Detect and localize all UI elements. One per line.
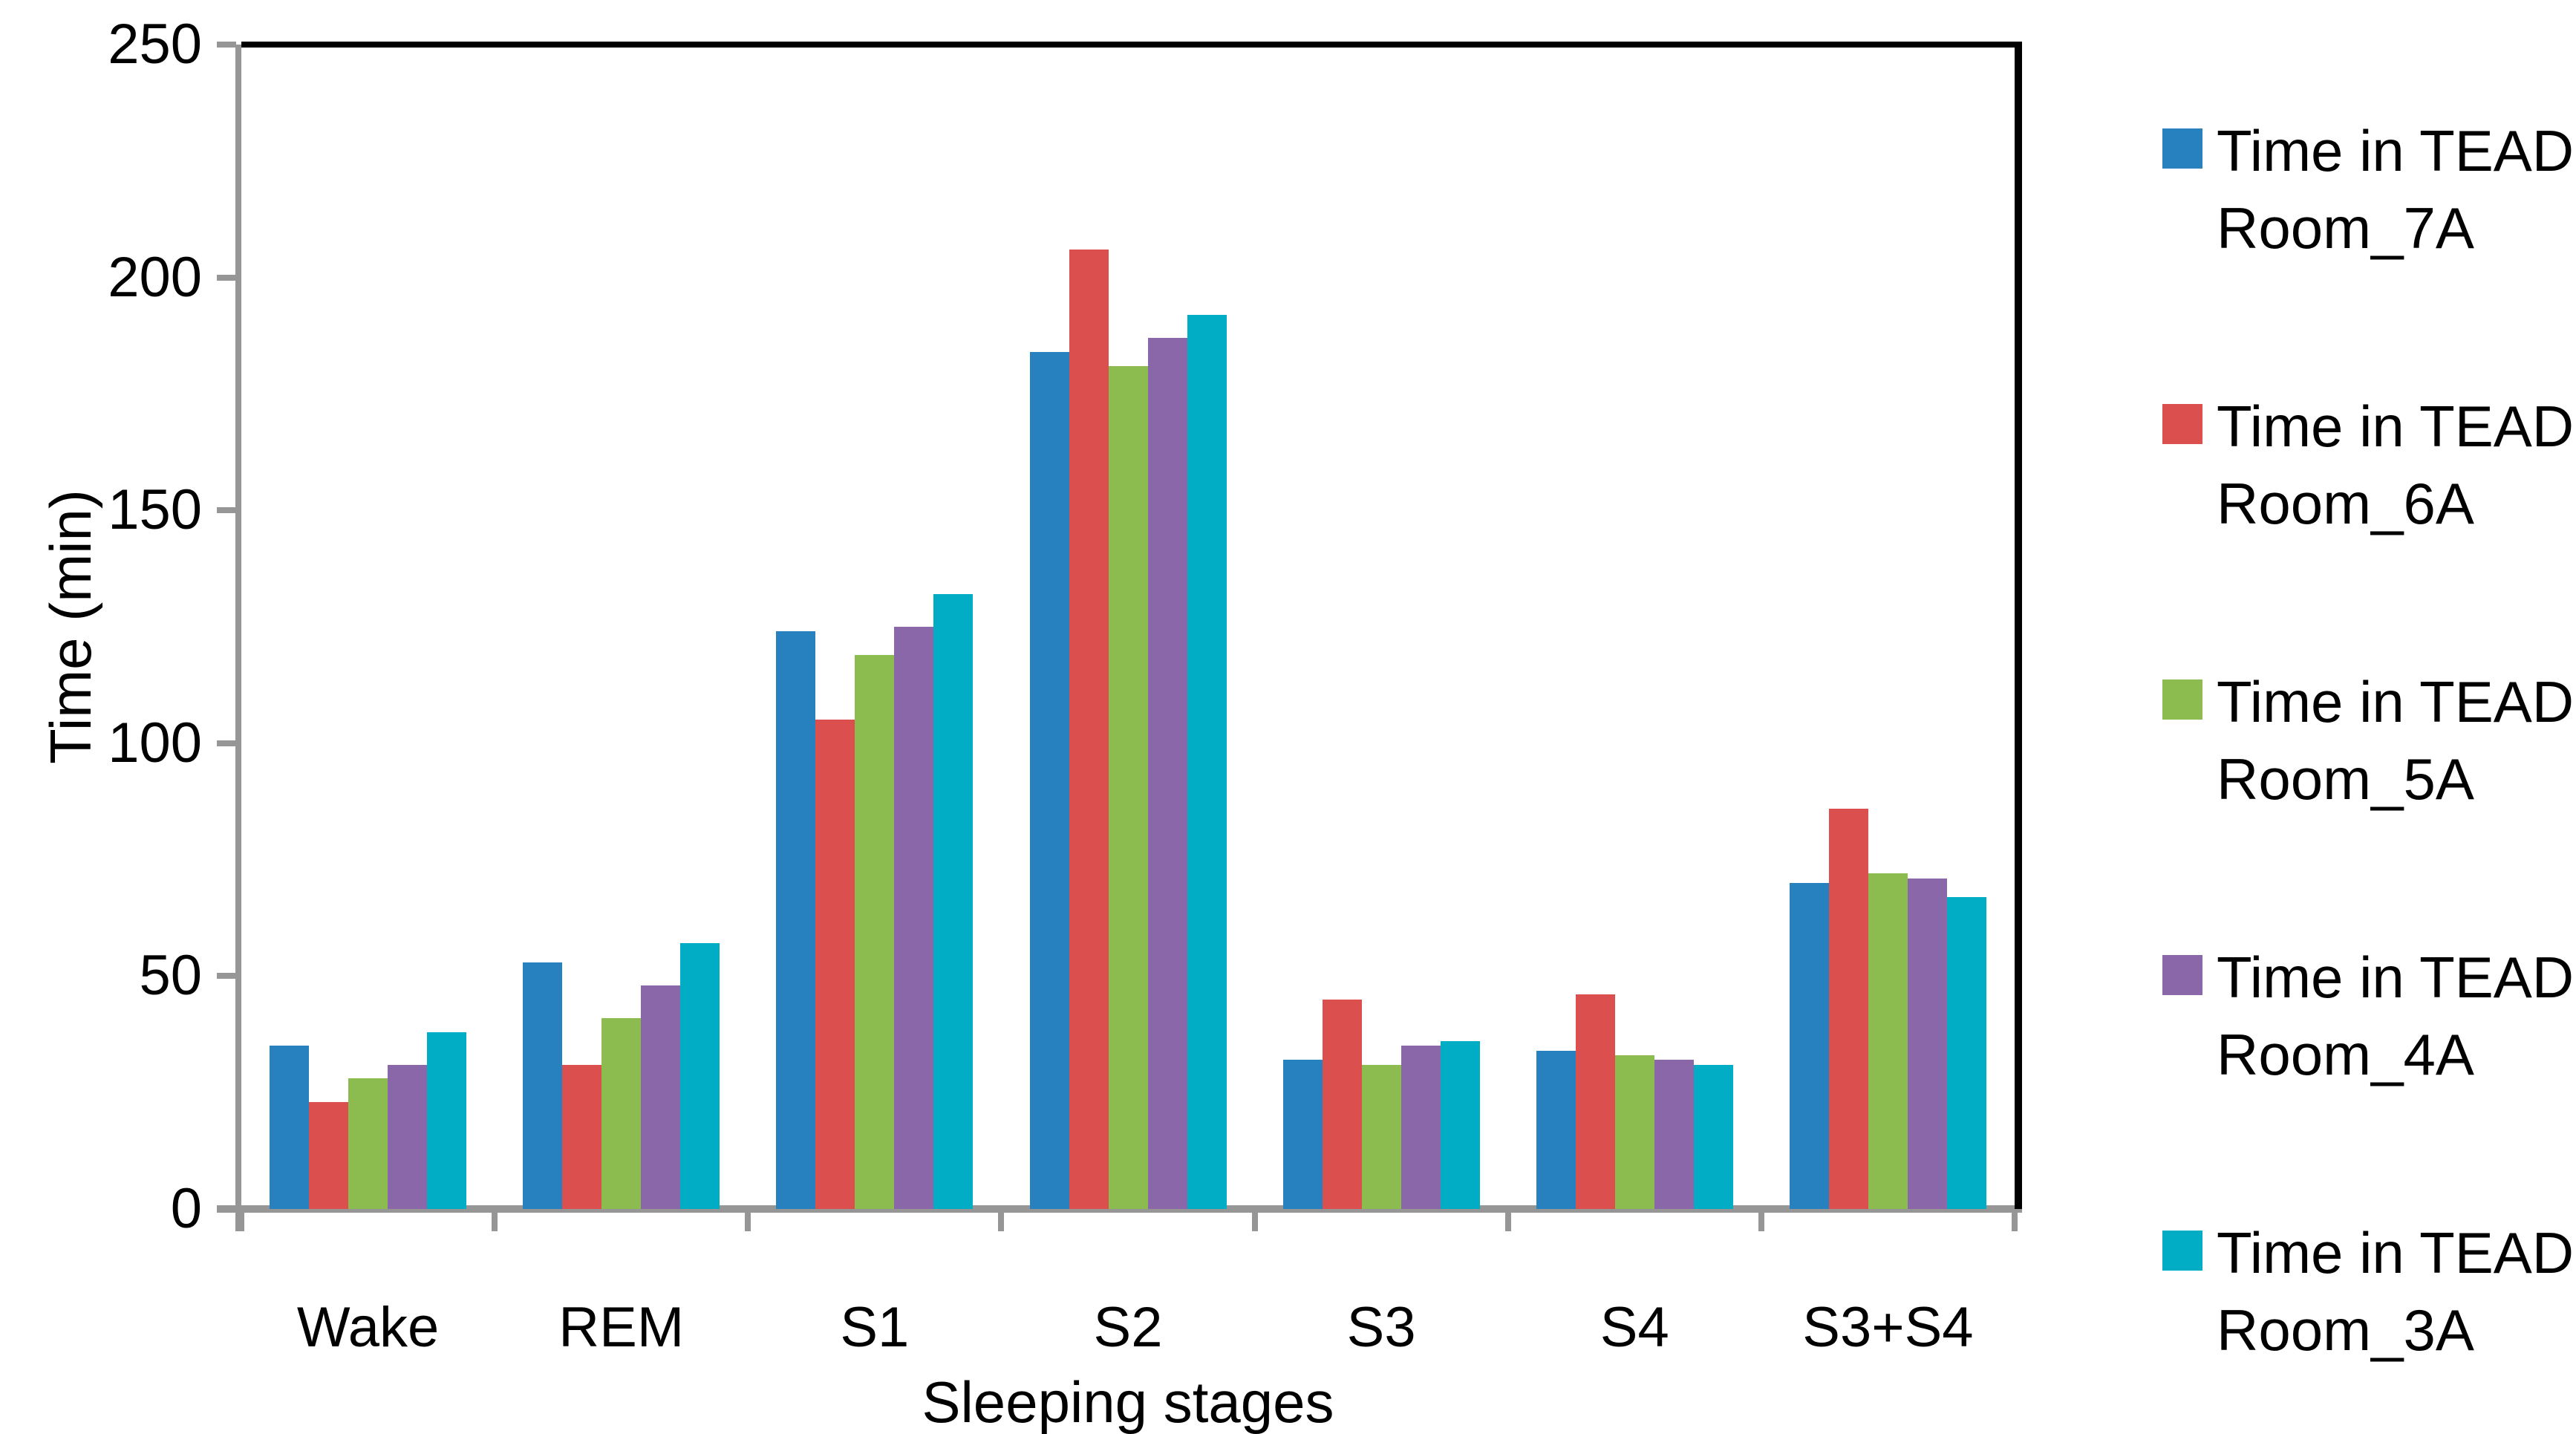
y-axis-tick-label: 100 — [108, 711, 202, 775]
bar-Room_5A-S3+S4 — [1868, 873, 1908, 1209]
bar-Room_6A-REM — [562, 1064, 602, 1209]
x-category-label: REM — [558, 1296, 685, 1359]
bar-Room_4A-S1 — [894, 627, 934, 1209]
bar-Room_7A-REM — [523, 962, 563, 1209]
y-axis-tick — [217, 274, 236, 281]
bar-Room_7A-S3+S4 — [1789, 882, 1829, 1209]
y-axis-tick — [217, 740, 236, 746]
x-axis-tick — [1758, 1209, 1764, 1231]
x-axis-tick — [492, 1209, 498, 1231]
bar-Room_7A-Wake — [270, 1046, 310, 1209]
bar-Room_7A-S3 — [1282, 1060, 1323, 1209]
legend-label-Room_6A: Time in TEAD Room_6A — [2217, 394, 2575, 536]
x-category-label: S3+S4 — [1802, 1296, 1974, 1359]
bar-Room_3A-S2 — [1187, 314, 1227, 1209]
bar-Room_4A-REM — [641, 985, 681, 1209]
bar-Room_5A-Wake — [348, 1078, 388, 1209]
legend-swatch-Room_3A — [2162, 1231, 2202, 1271]
x-category-label: S2 — [1093, 1296, 1163, 1359]
legend-swatch-Room_7A — [2162, 128, 2202, 169]
bar-Room_3A-REM — [680, 943, 720, 1209]
bar-Room_6A-S1 — [815, 720, 855, 1209]
bar-Room_3A-S3+S4 — [1946, 896, 1986, 1209]
x-axis-tick — [238, 1209, 244, 1231]
bar-Room_4A-S3+S4 — [1907, 878, 1947, 1209]
y-axis-tick — [217, 42, 236, 48]
y-axis-line — [235, 45, 241, 1231]
bar-Room_3A-S3 — [1440, 1041, 1480, 1209]
legend-label-Room_7A: Time in TEAD Room_7A — [2217, 118, 2575, 261]
x-axis-tick — [998, 1209, 1005, 1231]
bar-Room_4A-S3 — [1401, 1046, 1441, 1209]
y-axis-tick-label: 200 — [108, 245, 202, 309]
bar-Room_5A-S4 — [1614, 1055, 1654, 1209]
bar-Room_4A-Wake — [388, 1064, 428, 1209]
y-axis-tick-label: 0 — [170, 1177, 202, 1240]
bar-Room_4A-S2 — [1147, 338, 1187, 1209]
x-axis-tick — [745, 1209, 751, 1231]
bar-Room_7A-S2 — [1029, 351, 1069, 1209]
y-axis-tick-label: 150 — [108, 478, 202, 542]
x-axis-line — [217, 1205, 2022, 1213]
x-axis-title: Sleeping stages — [922, 1369, 1334, 1434]
y-axis-tick — [217, 507, 236, 514]
y-axis-tick-label: 250 — [108, 13, 202, 76]
y-axis-tick-label: 50 — [139, 944, 202, 1008]
bar-Room_5A-REM — [601, 1017, 642, 1209]
bar-Room_6A-S2 — [1069, 249, 1109, 1209]
bar-Room_3A-S4 — [1693, 1064, 1733, 1209]
legend-label-Room_3A: Time in TEAD Room_3A — [2217, 1220, 2575, 1363]
legend-swatch-Room_4A — [2162, 955, 2202, 995]
bar-Room_5A-S2 — [1108, 365, 1148, 1209]
x-axis-tick — [2012, 1209, 2018, 1231]
plot-border-right — [2015, 42, 2022, 1209]
x-axis-tick — [1504, 1209, 1511, 1231]
x-category-label: S1 — [840, 1296, 910, 1359]
bar-Room_7A-S4 — [1536, 1050, 1576, 1209]
plot-border-top — [241, 42, 2022, 48]
legend-swatch-Room_5A — [2162, 679, 2202, 720]
bar-Room_7A-S1 — [776, 631, 816, 1209]
legend-label-Room_5A: Time in TEAD Room_5A — [2217, 669, 2575, 812]
bar-Room_3A-S1 — [933, 594, 974, 1209]
x-category-label: Wake — [296, 1296, 440, 1359]
bar-Room_6A-Wake — [309, 1101, 349, 1209]
bar-Room_4A-S4 — [1654, 1060, 1694, 1209]
bar-Room_5A-S3 — [1361, 1064, 1401, 1209]
bar-Room_6A-S4 — [1575, 994, 1615, 1209]
legend-label-Room_4A: Time in TEAD Room_4A — [2217, 945, 2575, 1087]
legend-swatch-Room_6A — [2162, 404, 2202, 444]
bar-Room_3A-Wake — [427, 1031, 467, 1209]
bar-Room_5A-S1 — [855, 654, 895, 1209]
y-axis-tick — [217, 973, 236, 980]
bar-Room_6A-S3 — [1322, 999, 1362, 1209]
x-axis-tick — [1251, 1209, 1258, 1231]
y-axis-title: Time (min) — [38, 489, 103, 764]
bar-Room_6A-S3+S4 — [1828, 808, 1868, 1209]
x-category-label: S3 — [1346, 1296, 1416, 1359]
x-category-label: S4 — [1600, 1296, 1669, 1359]
